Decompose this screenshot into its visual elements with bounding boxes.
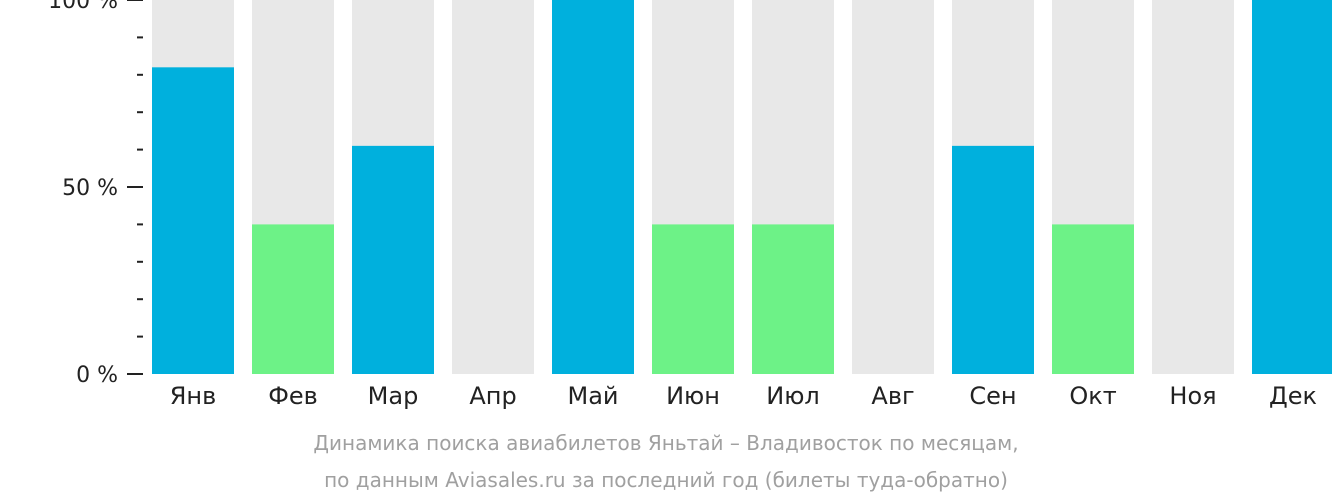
bar	[252, 224, 334, 374]
x-tick-label: Фев	[268, 382, 318, 410]
x-tick-label: Дек	[1269, 382, 1317, 410]
x-axis-labels: Янв Фев Мар Апр Май Июн Июл Авг Сен Окт Ноя Дек	[170, 382, 1317, 410]
bar	[1252, 0, 1332, 374]
y-tick-label: 100 %	[48, 0, 118, 14]
bar-background	[452, 0, 534, 374]
x-tick-label: Ноя	[1169, 382, 1216, 410]
bar	[1052, 224, 1134, 374]
x-tick-label: Июн	[666, 382, 720, 410]
bar-background	[852, 0, 934, 374]
chart-caption-line-1: Динамика поиска авиабилетов Яньтай – Вла…	[313, 431, 1019, 455]
bar-background	[1152, 0, 1234, 374]
chart-caption-line-2: по данным Aviasales.ru за последний год …	[324, 468, 1008, 492]
x-tick-label: Июл	[766, 382, 820, 410]
y-axis: 0 % 50 % 100 %	[48, 0, 143, 388]
x-tick-label: Сен	[969, 382, 1016, 410]
bar	[952, 145, 1034, 374]
x-tick-label: Авг	[871, 382, 914, 410]
x-tick-label: Окт	[1069, 382, 1116, 410]
y-tick-label: 0 %	[76, 363, 118, 388]
bar	[552, 0, 634, 374]
bar	[752, 224, 834, 374]
bar	[352, 145, 434, 374]
bar	[652, 224, 734, 374]
x-tick-label: Мар	[368, 382, 419, 410]
bar	[152, 67, 234, 374]
x-tick-label: Апр	[469, 382, 516, 410]
x-tick-label: Янв	[170, 382, 217, 410]
bars	[152, 0, 1332, 374]
x-tick-label: Май	[567, 382, 618, 410]
y-tick-label: 50 %	[62, 176, 118, 201]
